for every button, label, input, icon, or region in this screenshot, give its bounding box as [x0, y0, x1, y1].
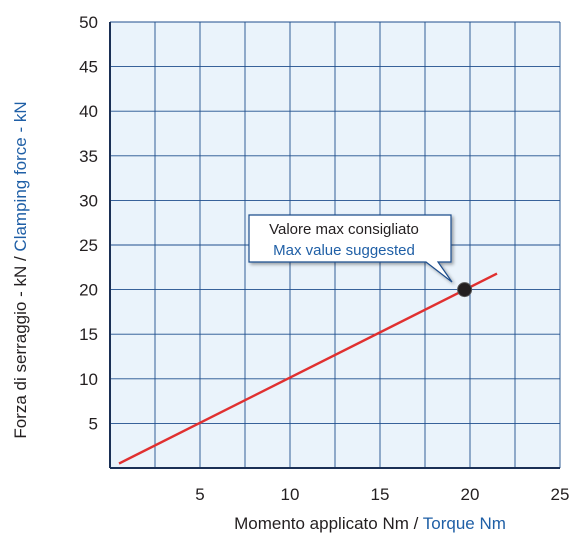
callout-text-it: Valore max consigliato [269, 221, 419, 238]
y-axis-label-en: Clamping force - kN [11, 101, 30, 251]
y-tick-label: 45 [79, 58, 98, 77]
x-tick-label: 5 [195, 485, 204, 504]
y-tick-label: 30 [79, 191, 98, 210]
y-tick-label: 35 [79, 147, 98, 166]
y-tick-label: 5 [89, 414, 98, 433]
y-tick-label: 25 [79, 236, 98, 255]
x-tick-label: 25 [551, 485, 570, 504]
callout-text-en: Max value suggested [273, 242, 415, 259]
y-axis-label: Forza di serraggio - kN / Clamping force… [11, 101, 30, 438]
y-tick-label: 50 [79, 13, 98, 32]
annotation-callout: Valore max consigliato Max value suggest… [248, 214, 453, 283]
y-tick-label: 10 [79, 370, 98, 389]
x-tick-label: 20 [461, 485, 480, 504]
series-line [118, 272, 498, 465]
y-tick-labels: 5 10 15 20 25 30 35 40 45 50 [79, 13, 98, 433]
max-value-point [457, 282, 473, 298]
x-tick-labels: 5 10 15 20 25 [195, 485, 569, 504]
series [118, 272, 498, 465]
x-tick-label: 10 [281, 485, 300, 504]
x-axis-label-en: Torque Nm [423, 514, 506, 533]
y-tick-label: 40 [79, 102, 98, 121]
x-tick-label: 15 [371, 485, 390, 504]
axes [109, 22, 560, 469]
callout-box [248, 214, 453, 283]
y-tick-label: 15 [79, 325, 98, 344]
x-axis-label-it: Momento applicato Nm / [234, 514, 419, 533]
x-axis-label: Momento applicato Nm / Torque Nm [234, 514, 506, 533]
y-tick-label: 20 [79, 281, 98, 300]
y-axis-label-it: Forza di serraggio - kN / [11, 256, 30, 439]
